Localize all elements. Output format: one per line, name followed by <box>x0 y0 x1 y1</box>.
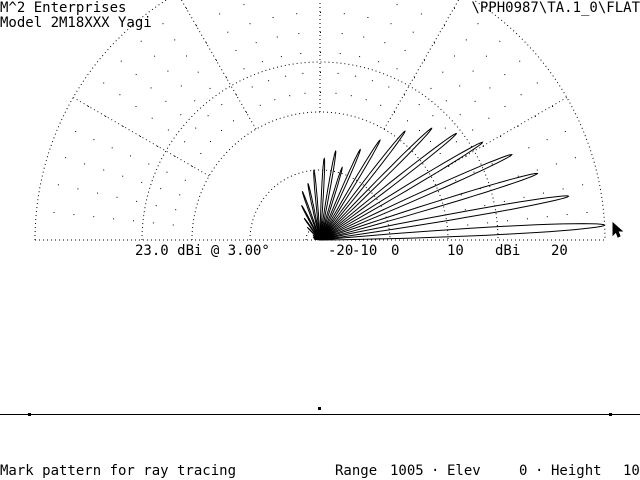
grid-ring-1 <box>141 61 499 241</box>
pattern-lobe-5 <box>319 132 458 241</box>
pattern-lobe-2 <box>319 172 539 241</box>
pattern-lobe-8 <box>319 139 381 241</box>
scale-tick-20: 20 <box>551 243 568 259</box>
pattern-lobe-7 <box>319 130 406 241</box>
peak-gain-label: 23.0 dBi @ 3.00° <box>135 243 270 259</box>
status-prompt: Mark pattern for ray tracing <box>0 463 237 479</box>
pattern-lobes <box>301 127 606 241</box>
status-range-value: 1005 <box>390 463 424 479</box>
status-height-value: 10 <box>623 463 640 479</box>
ray-trace-baseline <box>0 414 640 415</box>
grid-spoke-120 <box>180 0 257 130</box>
pattern-lobe-1 <box>319 195 570 241</box>
grid-spoke-60 <box>383 0 460 130</box>
title-model: Model 2M18XXX Yagi <box>0 15 152 31</box>
mouse-pointer-icon <box>612 222 624 238</box>
baseline-end-marker[interactable] <box>609 413 612 416</box>
pattern-lobe-18 <box>306 226 321 241</box>
grid-dot-field <box>53 4 588 226</box>
status-elev-label: Elev <box>447 463 481 479</box>
polar-pattern-plot[interactable] <box>0 0 640 260</box>
grid-ring-0 <box>191 111 449 241</box>
pattern-lobe-10 <box>319 166 343 241</box>
baseline-start-marker[interactable] <box>28 413 31 416</box>
scale-tick-10: 10 <box>447 243 464 259</box>
pattern-lobe-3 <box>319 154 513 241</box>
pattern-lobe-9 <box>319 148 361 241</box>
scale-tick-0: 0 <box>391 243 400 259</box>
status-separator-2: · <box>535 463 544 479</box>
status-elev-value: 0 <box>519 463 528 479</box>
scale-tick-minus20: -20 <box>328 243 354 259</box>
polar-grid <box>34 0 606 241</box>
grid-spoke-150 <box>72 97 210 177</box>
pattern-lobe-4 <box>319 141 484 241</box>
pattern-lobe-17 <box>303 218 321 241</box>
grid-inner-ring-0 <box>249 169 391 241</box>
title-company: M^2 Enterprises <box>0 0 127 16</box>
scale-tick-minus10: -10 <box>352 243 378 259</box>
status-separator-1: · <box>431 463 440 479</box>
status-height-label: Height <box>551 463 602 479</box>
pattern-lobe-14 <box>307 182 321 241</box>
pattern-lobe-0 <box>319 223 606 241</box>
pattern-lobe-12 <box>319 157 326 241</box>
pattern-lobe-11 <box>319 150 337 241</box>
pattern-lobe-16 <box>301 205 321 241</box>
pattern-lobe-22 <box>314 238 321 241</box>
file-path: \PPH0987\TA.1_0\FLAT <box>471 0 640 16</box>
unit-label: dBi <box>495 243 521 259</box>
pattern-lobe-6 <box>319 127 433 241</box>
pattern-lobe-13 <box>313 169 321 241</box>
baseline-center-marker[interactable] <box>318 407 321 410</box>
status-range-label: Range <box>335 463 378 479</box>
pattern-lobe-15 <box>301 190 321 241</box>
